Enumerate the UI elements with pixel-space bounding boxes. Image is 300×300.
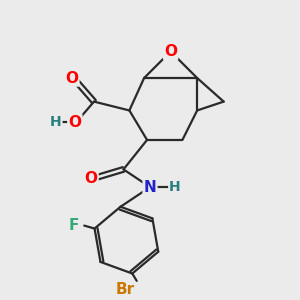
- Text: O: O: [65, 70, 78, 86]
- Text: N: N: [144, 180, 156, 195]
- Text: O: O: [164, 44, 177, 59]
- Text: Br: Br: [116, 282, 134, 297]
- Text: O: O: [68, 115, 81, 130]
- Text: H: H: [50, 115, 62, 129]
- Text: H: H: [169, 180, 181, 194]
- Text: O: O: [85, 171, 98, 186]
- Text: F: F: [69, 218, 79, 233]
